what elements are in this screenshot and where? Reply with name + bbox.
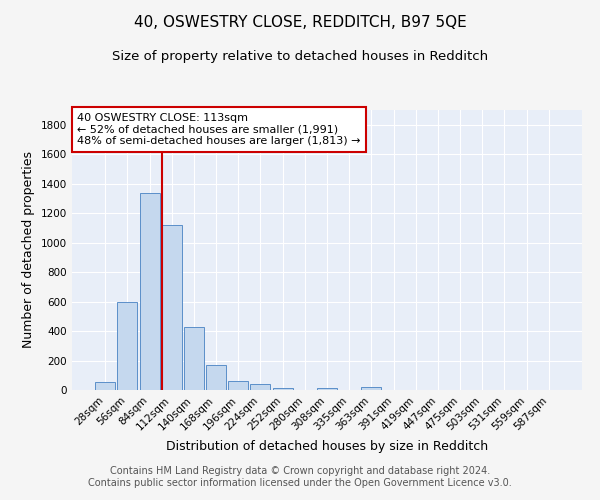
Bar xyxy=(162,225,182,390)
Text: 40 OSWESTRY CLOSE: 113sqm
← 52% of detached houses are smaller (1,991)
48% of se: 40 OSWESTRY CLOSE: 113sqm ← 52% of detac… xyxy=(77,113,361,146)
Bar xyxy=(361,387,382,390)
Bar xyxy=(140,192,160,390)
Text: 40, OSWESTRY CLOSE, REDDITCH, B97 5QE: 40, OSWESTRY CLOSE, REDDITCH, B97 5QE xyxy=(134,15,466,30)
Bar xyxy=(272,388,293,390)
Text: Contains HM Land Registry data © Crown copyright and database right 2024.
Contai: Contains HM Land Registry data © Crown c… xyxy=(88,466,512,487)
Text: Size of property relative to detached houses in Redditch: Size of property relative to detached ho… xyxy=(112,50,488,63)
Y-axis label: Number of detached properties: Number of detached properties xyxy=(22,152,35,348)
Bar xyxy=(184,328,204,390)
Bar xyxy=(250,384,271,390)
Bar xyxy=(118,302,137,390)
Bar xyxy=(228,381,248,390)
Bar xyxy=(95,382,115,390)
Bar xyxy=(206,365,226,390)
X-axis label: Distribution of detached houses by size in Redditch: Distribution of detached houses by size … xyxy=(166,440,488,453)
Bar xyxy=(317,388,337,390)
